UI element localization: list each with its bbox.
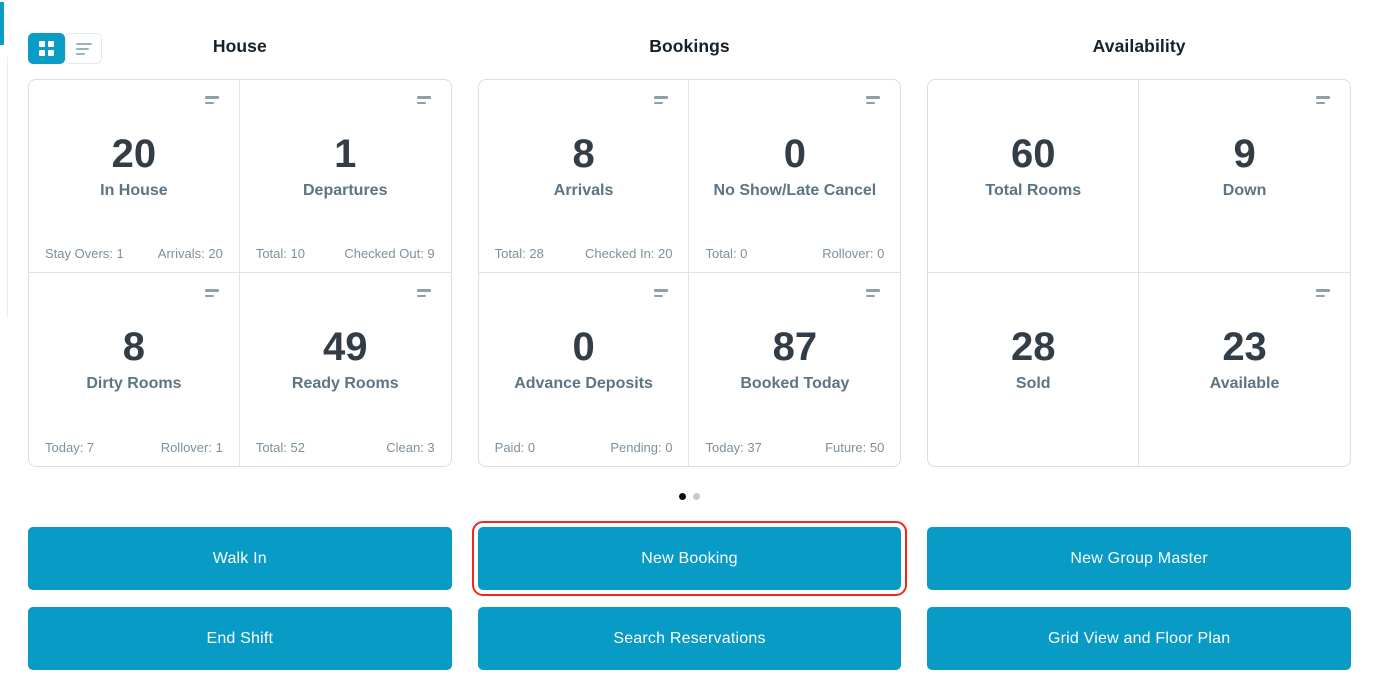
grid-view-icon <box>39 41 54 56</box>
card-menu-icon[interactable] <box>203 94 221 106</box>
card-menu-icon[interactable] <box>652 287 670 299</box>
stat-card-ready-rooms[interactable]: 49 Ready Rooms Total: 52 Clean: 3 <box>240 273 451 466</box>
stat-panels: 20 In House Stay Overs: 1 Arrivals: 20 1… <box>28 79 1351 467</box>
stat-sub-right: Rollover: 1 <box>160 440 223 455</box>
stat-footer: Today: 37 Future: 50 <box>705 440 884 455</box>
header-house: House <box>212 36 267 56</box>
carousel-dot-1[interactable] <box>679 493 686 500</box>
stat-footer: Stay Overs: 1 Arrivals: 20 <box>45 246 223 261</box>
panel-availability: 60 Total Rooms 9 Down 28 Sold <box>927 79 1351 467</box>
column-headers: House Bookings Availability <box>28 36 1351 57</box>
card-menu-icon[interactable] <box>203 287 221 299</box>
carousel-dots <box>28 493 1351 500</box>
stat-value: 1 <box>334 131 357 176</box>
stat-value: 8 <box>122 324 146 369</box>
stat-value: 87 <box>772 324 818 369</box>
stat-sub-right: Checked Out: 9 <box>344 246 435 261</box>
stat-label: Down <box>1222 181 1267 199</box>
sidebar-edge-line <box>7 57 8 318</box>
stat-label: In House <box>100 181 168 199</box>
end-shift-button[interactable]: End Shift <box>28 607 452 670</box>
stat-sub-left: Total: 10 <box>255 246 305 261</box>
stat-label: Sold <box>1015 374 1051 392</box>
stat-label: No Show/Late Cancel <box>713 181 877 199</box>
stat-value: 28 <box>1010 324 1056 369</box>
card-menu-icon[interactable] <box>1314 287 1332 299</box>
stat-card-available[interactable]: 23 Available <box>1139 273 1350 466</box>
stat-sub-left: Paid: 0 <box>494 440 536 455</box>
stat-value: 9 <box>1233 131 1256 176</box>
card-menu-icon[interactable] <box>415 94 433 106</box>
action-buttons: Walk In New Booking New Group Master End… <box>28 521 1351 670</box>
stat-sub-right: Checked In: 20 <box>585 246 673 261</box>
stat-sub-right: Clean: 3 <box>386 440 435 455</box>
grid-view-floor-plan-button[interactable]: Grid View and Floor Plan <box>927 607 1351 670</box>
stat-value: 0 <box>783 131 807 176</box>
stat-sub-left: Stay Overs: 1 <box>45 246 124 261</box>
stat-card-booked-today[interactable]: 87 Booked Today Today: 37 Future: 50 <box>689 273 900 466</box>
stat-footer: Total: 0 Rollover: 0 <box>705 246 884 261</box>
stat-sub-right: Pending: 0 <box>610 440 673 455</box>
header-availability: Availability <box>1092 36 1186 56</box>
grid-view-button[interactable] <box>28 33 65 64</box>
stat-label: Advance Deposits <box>514 374 653 392</box>
stat-card-sold[interactable]: 28 Sold <box>928 273 1140 466</box>
new-group-master-button[interactable]: New Group Master <box>927 527 1351 590</box>
card-menu-icon[interactable] <box>864 287 882 299</box>
card-menu-icon[interactable] <box>864 94 882 106</box>
stat-label: Available <box>1209 374 1280 392</box>
stat-card-dirty-rooms[interactable]: 8 Dirty Rooms Today: 7 Rollover: 1 <box>29 273 240 466</box>
stat-card-advance-deposits[interactable]: 0 Advance Deposits Paid: 0 Pending: 0 <box>479 273 690 466</box>
stat-footer: Total: 10 Checked Out: 9 <box>256 246 435 261</box>
card-menu-icon[interactable] <box>1314 94 1332 106</box>
sidebar-edge-accent <box>0 2 4 45</box>
stat-label: Departures <box>303 181 388 199</box>
stat-footer: Total: 52 Clean: 3 <box>256 440 435 455</box>
stat-label: Total Rooms <box>985 181 1082 199</box>
stat-footer: Today: 7 Rollover: 1 <box>45 440 223 455</box>
stat-sub-left: Total: 0 <box>705 246 748 261</box>
list-view-button[interactable] <box>65 33 102 64</box>
stat-value: 0 <box>572 324 595 369</box>
stat-sub-left: Today: 7 <box>45 440 95 455</box>
stat-sub-right: Future: 50 <box>825 440 885 455</box>
stat-sub-right: Arrivals: 20 <box>157 246 223 261</box>
stat-sub-right: Rollover: 0 <box>822 246 885 261</box>
stat-label: Arrivals <box>553 181 614 199</box>
stat-label: Ready Rooms <box>291 374 399 392</box>
stat-sub-left: Total: 28 <box>494 246 544 261</box>
header-bookings: Bookings <box>649 36 730 56</box>
new-booking-button[interactable]: New Booking <box>471 521 908 596</box>
card-menu-icon[interactable] <box>415 287 433 299</box>
stat-value: 23 <box>1222 324 1267 369</box>
stat-footer: Total: 28 Checked In: 20 <box>495 246 673 261</box>
search-reservations-button[interactable]: Search Reservations <box>477 607 902 670</box>
panel-bookings: 8 Arrivals Total: 28 Checked In: 20 0 No… <box>477 79 902 467</box>
stat-card-no-show-late-cancel[interactable]: 0 No Show/Late Cancel Total: 0 Rollover:… <box>689 80 901 273</box>
card-menu-icon[interactable] <box>652 94 670 106</box>
stat-label: Booked Today <box>740 374 850 392</box>
stat-value: 60 <box>1010 131 1056 176</box>
stat-value: 49 <box>322 324 368 369</box>
stat-card-arrivals[interactable]: 8 Arrivals Total: 28 Checked In: 20 <box>478 80 690 273</box>
stat-footer: Paid: 0 Pending: 0 <box>495 440 673 455</box>
panel-house: 20 In House Stay Overs: 1 Arrivals: 20 1… <box>28 79 452 467</box>
stat-label: Dirty Rooms <box>86 374 182 392</box>
stat-value: 8 <box>572 131 595 176</box>
stat-value: 20 <box>111 131 157 176</box>
stat-card-departures[interactable]: 1 Departures Total: 10 Checked Out: 9 <box>239 80 451 273</box>
list-view-icon <box>75 42 92 55</box>
stat-card-down[interactable]: 9 Down <box>1139 80 1350 273</box>
walk-in-button[interactable]: Walk In <box>28 527 452 590</box>
stat-card-total-rooms[interactable]: 60 Total Rooms <box>928 80 1140 273</box>
view-toggle <box>28 33 102 64</box>
stat-card-in-house[interactable]: 20 In House Stay Overs: 1 Arrivals: 20 <box>29 80 240 273</box>
stat-sub-left: Total: 52 <box>255 440 305 455</box>
carousel-dot-2[interactable] <box>693 493 700 500</box>
stat-sub-left: Today: 37 <box>705 440 762 455</box>
